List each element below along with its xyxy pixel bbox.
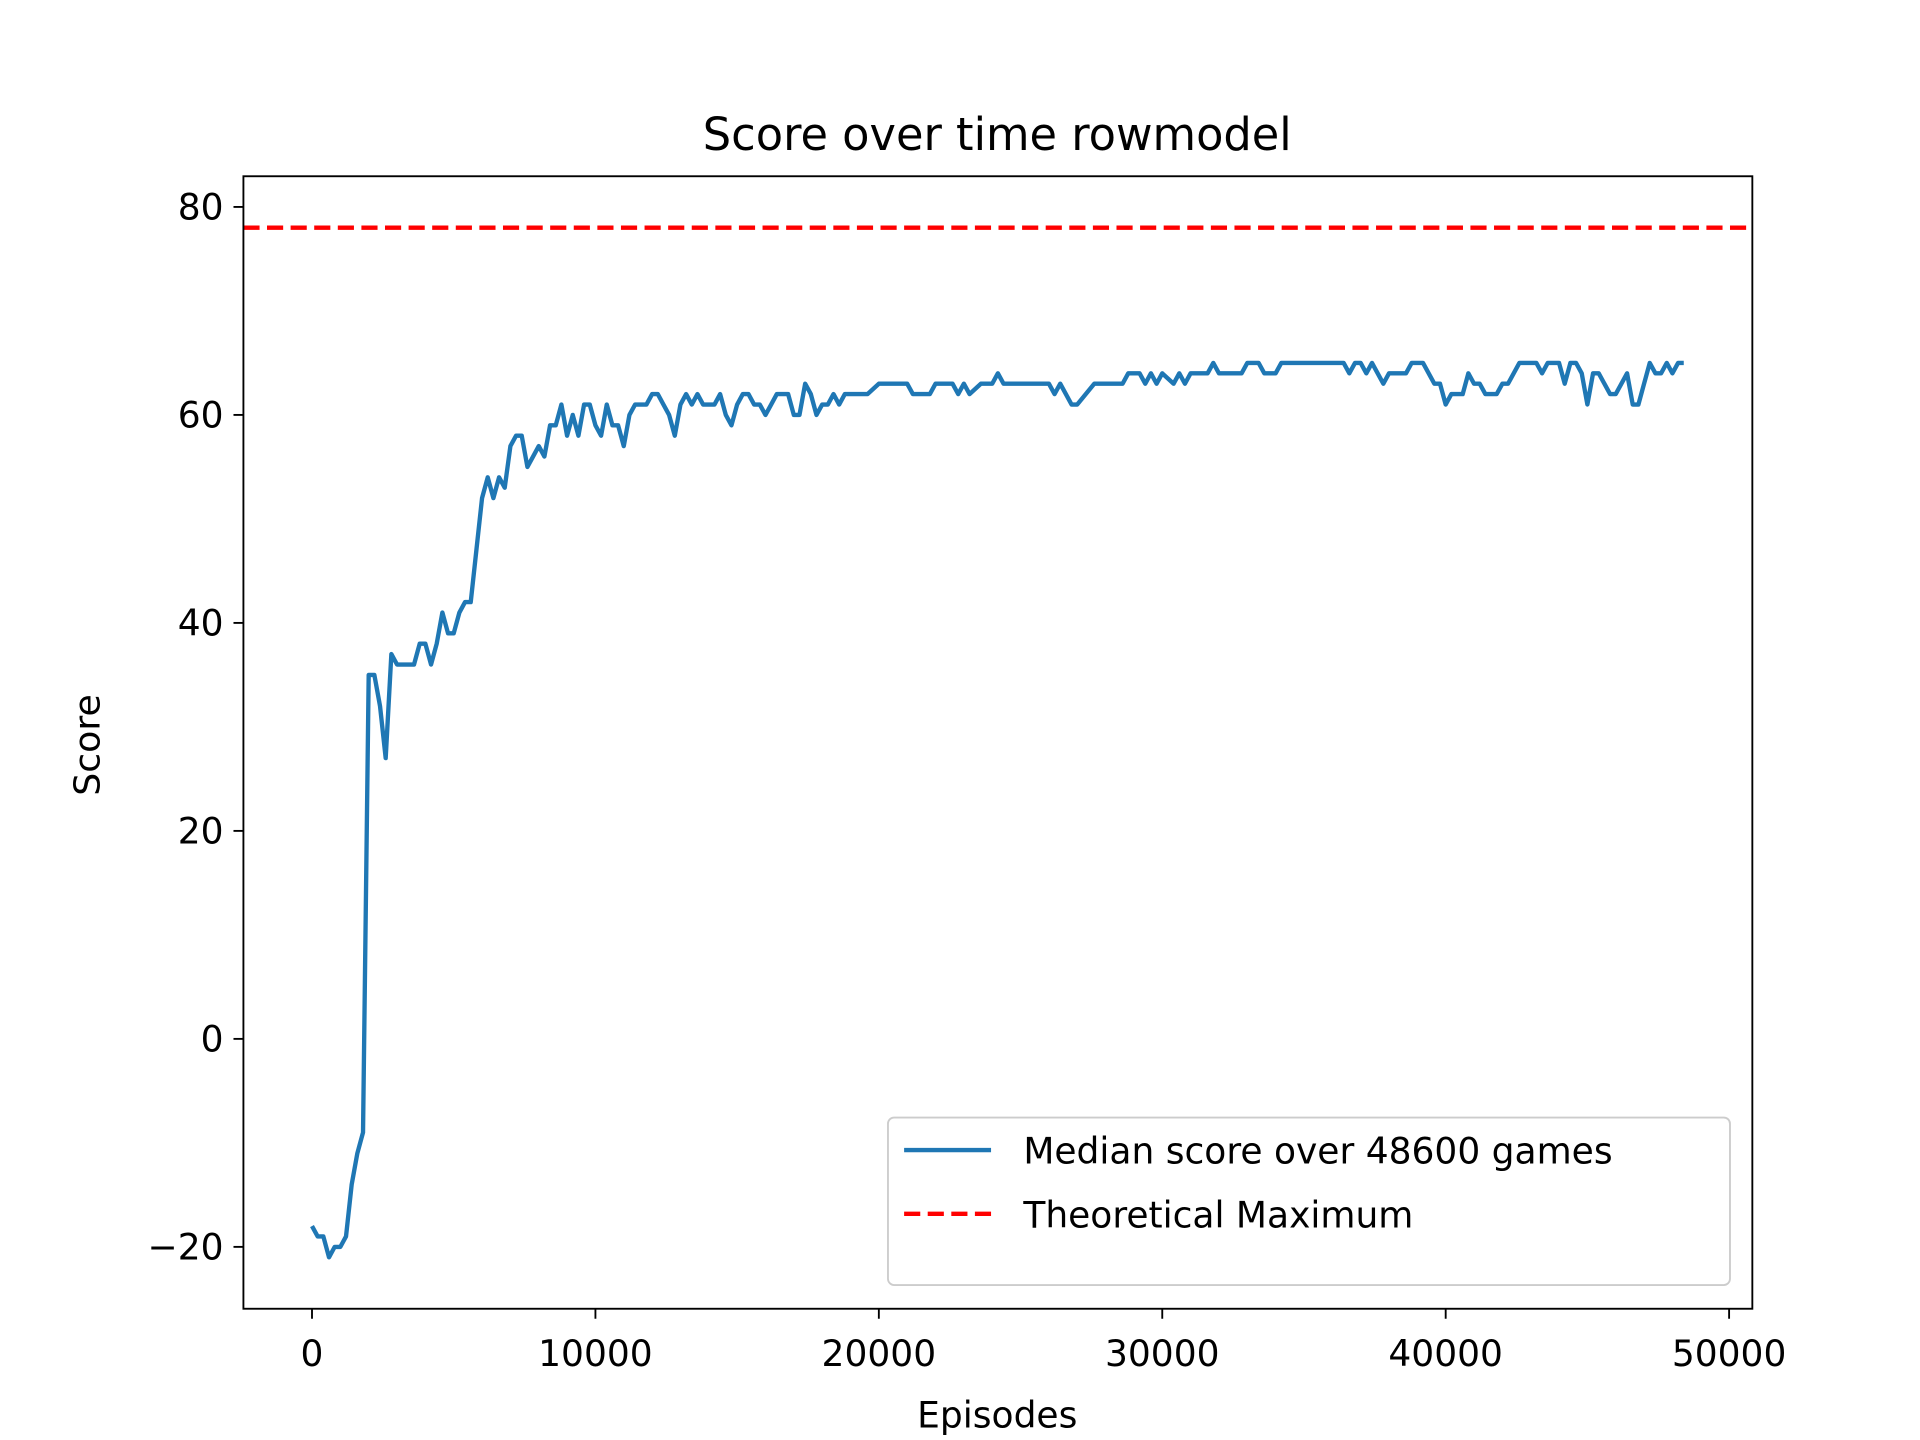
x-axis-label: Episodes <box>917 1393 1077 1436</box>
x-tick-label: 50000 <box>1672 1332 1787 1375</box>
y-tick-label: 20 <box>178 809 224 852</box>
x-tick-label: 30000 <box>1105 1332 1220 1375</box>
y-tick-label: 40 <box>178 601 224 644</box>
plot-frame <box>242 175 1754 1310</box>
x-tick-label: 40000 <box>1388 1332 1503 1375</box>
chart-title: Score over time rowmodel <box>703 108 1292 161</box>
x-tick-label: 0 <box>301 1332 324 1375</box>
x-tick-label: 10000 <box>538 1332 653 1375</box>
legend-label: Theoretical Maximum <box>1022 1193 1413 1236</box>
data-line <box>310 360 1684 1260</box>
y-tick-label: 80 <box>178 185 224 228</box>
y-tick-label: 0 <box>201 1017 224 1060</box>
legend-label: Median score over 48600 games <box>1023 1130 1612 1173</box>
y-axis-label: Score <box>65 694 108 796</box>
legend-box <box>887 1116 1731 1286</box>
x-tick-label: 20000 <box>822 1332 937 1375</box>
y-tick-label: −20 <box>148 1225 224 1268</box>
y-tick-label: 60 <box>178 393 224 436</box>
